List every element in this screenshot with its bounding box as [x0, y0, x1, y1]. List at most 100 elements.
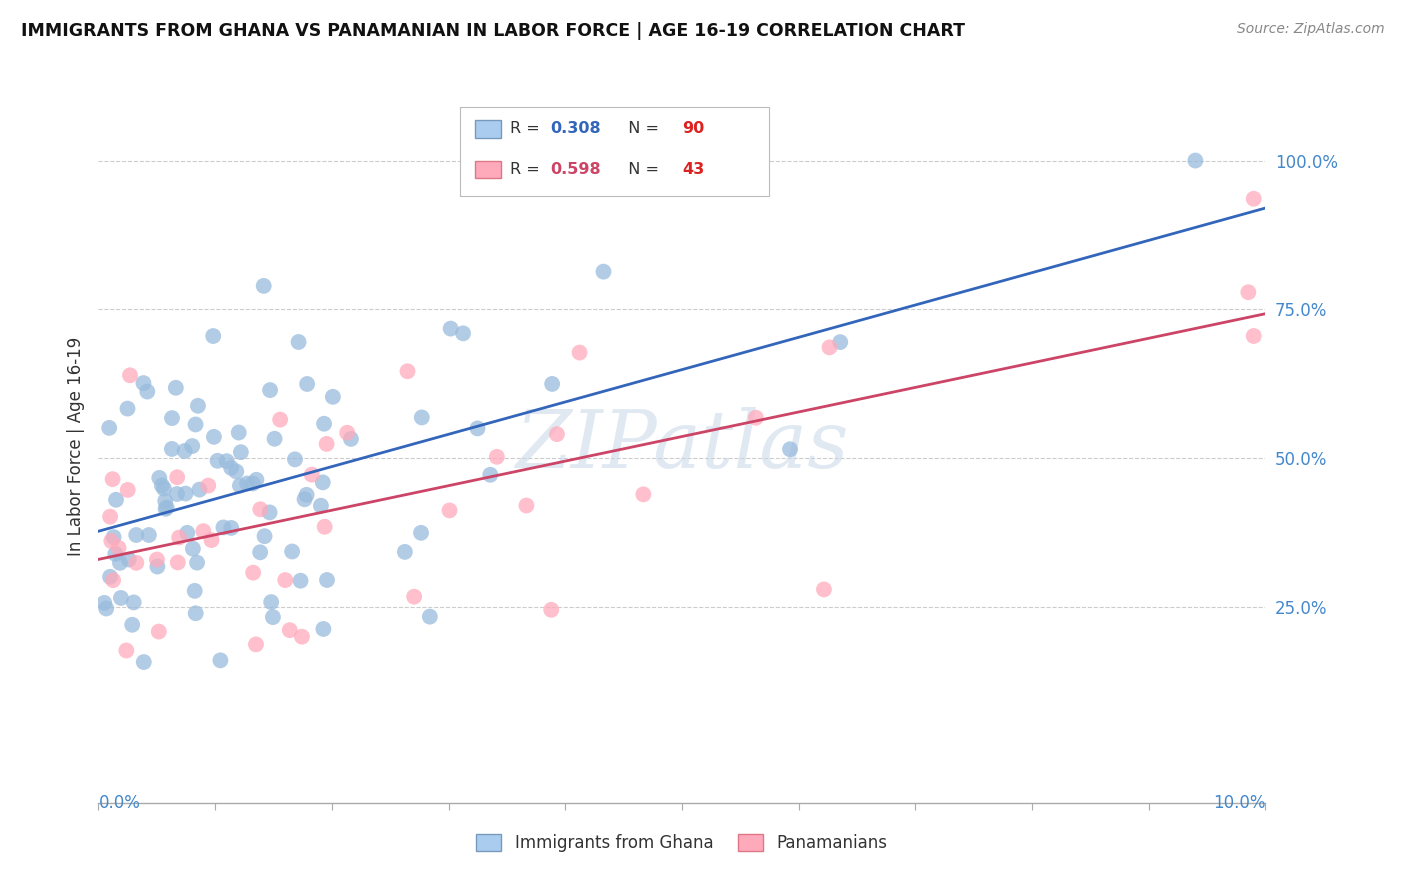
Point [818, 340, 841, 354]
Point [132, 655, 155, 669]
Point [253, 529, 276, 543]
Point [260, 595, 283, 609]
Point [287, 334, 309, 349]
Point [546, 427, 568, 442]
Point [121, 617, 143, 632]
Point [259, 505, 281, 519]
Point [176, 525, 198, 540]
Point [314, 520, 336, 534]
Point [148, 471, 170, 485]
Point [249, 545, 271, 559]
Point [278, 623, 301, 637]
Point [181, 541, 204, 556]
Point [309, 499, 332, 513]
Point [440, 321, 463, 335]
Text: 90: 90 [682, 121, 704, 136]
Point [215, 454, 238, 468]
FancyBboxPatch shape [460, 107, 769, 196]
Point [98, 421, 121, 435]
Point [315, 437, 337, 451]
Point [212, 520, 235, 534]
Point [101, 472, 124, 486]
Text: R =: R = [510, 161, 546, 177]
Point [779, 442, 801, 457]
Point [186, 556, 208, 570]
Point [98, 570, 121, 584]
Point [229, 445, 252, 459]
Point [125, 556, 148, 570]
Point [156, 500, 179, 515]
Point [188, 483, 211, 497]
Point [340, 432, 363, 446]
Point [259, 383, 281, 397]
Point [167, 531, 190, 545]
Point [409, 525, 432, 540]
FancyBboxPatch shape [475, 120, 501, 137]
Point [301, 467, 323, 482]
Point [245, 473, 267, 487]
Point [146, 559, 169, 574]
Text: IMMIGRANTS FROM GHANA VS PANAMANIAN IN LABOR FORCE | AGE 16-19 CORRELATION CHART: IMMIGRANTS FROM GHANA VS PANAMANIAN IN L… [21, 22, 965, 40]
Point [236, 476, 259, 491]
Point [107, 541, 129, 555]
Point [249, 502, 271, 516]
Point [316, 573, 339, 587]
Text: 0.308: 0.308 [550, 121, 600, 136]
Point [93, 596, 115, 610]
Point [394, 545, 416, 559]
Point [146, 552, 169, 566]
Point [541, 376, 564, 391]
Point [103, 530, 125, 544]
Point [181, 439, 204, 453]
Point [419, 609, 441, 624]
Point [209, 653, 232, 667]
Point [396, 364, 419, 378]
Point [118, 552, 141, 566]
Point [568, 345, 591, 359]
Point [122, 595, 145, 609]
Point [118, 368, 141, 383]
Point [813, 582, 835, 597]
Point [290, 574, 312, 588]
Point [322, 390, 344, 404]
Point [515, 499, 537, 513]
Point [540, 603, 562, 617]
Point [830, 335, 852, 350]
Point [312, 622, 335, 636]
Point [183, 583, 205, 598]
Point [100, 533, 122, 548]
Point [274, 573, 297, 587]
Text: 43: 43 [682, 161, 704, 177]
Point [165, 381, 187, 395]
Point [187, 399, 209, 413]
Point [138, 528, 160, 542]
Point [115, 643, 138, 657]
Point [312, 417, 335, 431]
Text: N =: N = [617, 121, 664, 136]
Point [291, 630, 314, 644]
Point [225, 465, 247, 479]
Point [411, 410, 433, 425]
Text: N =: N = [617, 161, 664, 177]
Point [294, 492, 316, 507]
Point [219, 460, 242, 475]
Point [96, 601, 118, 615]
Text: 0.598: 0.598 [550, 161, 600, 177]
Point [108, 556, 131, 570]
Point [184, 607, 207, 621]
Point [1237, 285, 1260, 300]
Point [295, 488, 318, 502]
Point [117, 483, 139, 497]
Text: 0.0%: 0.0% [98, 794, 141, 812]
Point [173, 444, 195, 458]
Point [485, 450, 508, 464]
Point [284, 452, 307, 467]
Point [117, 401, 139, 416]
Text: R =: R = [510, 121, 546, 136]
Point [202, 329, 225, 343]
Point [166, 556, 188, 570]
Point [219, 521, 242, 535]
FancyBboxPatch shape [475, 161, 501, 178]
Point [245, 637, 267, 651]
Point [153, 482, 176, 496]
